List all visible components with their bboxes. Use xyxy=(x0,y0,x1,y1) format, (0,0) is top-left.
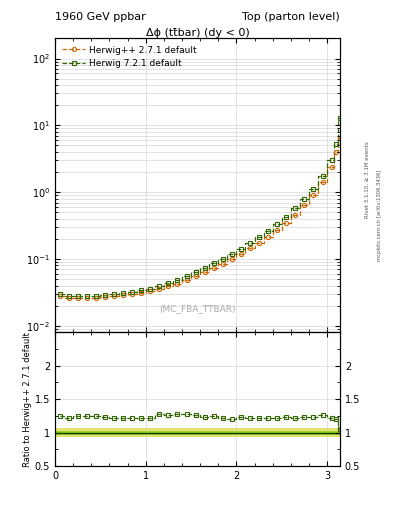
Bar xyxy=(55,428,340,437)
Title: Δϕ (tt̄bar) (dy < 0): Δϕ (tt̄bar) (dy < 0) xyxy=(146,28,249,37)
Y-axis label: Ratio to Herwig++ 2.7.1 default: Ratio to Herwig++ 2.7.1 default xyxy=(23,332,32,466)
Text: mcplots.cern.ch [arXiv:1306.3436]: mcplots.cern.ch [arXiv:1306.3436] xyxy=(377,169,382,261)
Bar xyxy=(55,431,340,435)
Text: (MC_FBA_TTBAR): (MC_FBA_TTBAR) xyxy=(159,304,236,313)
Text: Rivet 3.1.10, ≥ 3.1M events: Rivet 3.1.10, ≥ 3.1M events xyxy=(365,141,370,218)
Text: Top (parton level): Top (parton level) xyxy=(242,12,340,22)
Text: 1960 GeV ppbar: 1960 GeV ppbar xyxy=(55,12,146,22)
Legend: Herwig++ 2.7.1 default, Herwig 7.2.1 default: Herwig++ 2.7.1 default, Herwig 7.2.1 def… xyxy=(59,43,200,71)
